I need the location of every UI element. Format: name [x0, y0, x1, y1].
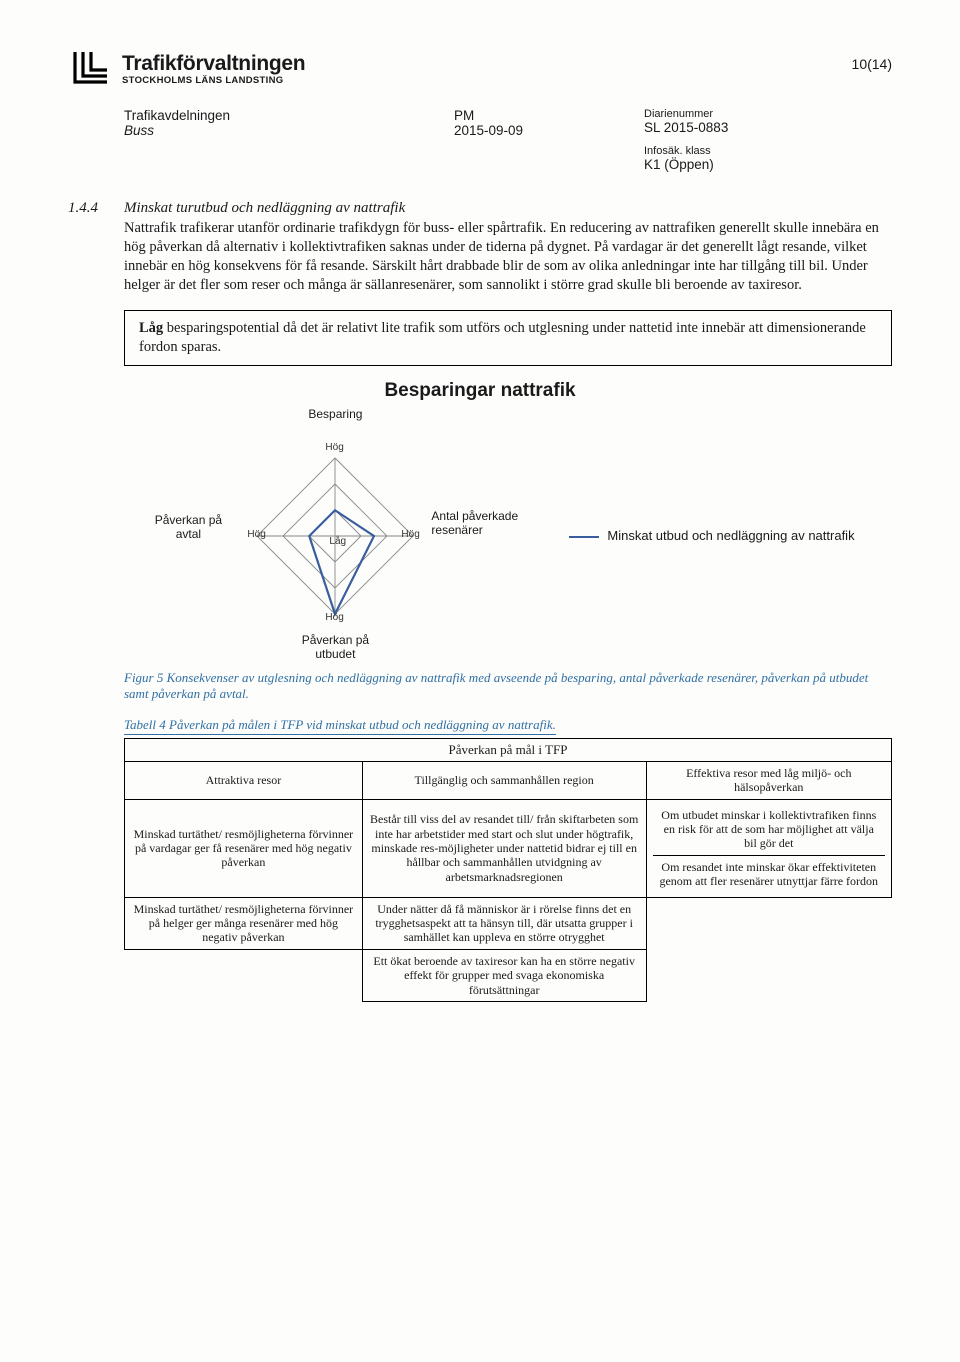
table-caption: Tabell 4 Påverkan på målen i TFP vid min…	[124, 717, 556, 735]
radar-chart: Besparing Antal påverkade resenärer Påve…	[68, 406, 892, 666]
meta-block: Trafikavdelningen Buss PM 2015-09-09 Dia…	[68, 108, 892, 172]
table-cell: Ett ökat beroende av taxiresor kan ha en…	[362, 949, 646, 1001]
table-cell-empty	[646, 949, 891, 1001]
org-logo: Trafikförvaltningen STOCKHOLMS LÄNS LAND…	[68, 48, 305, 90]
legend-line-icon	[569, 536, 599, 538]
page-header: Trafikförvaltningen STOCKHOLMS LÄNS LAND…	[68, 48, 892, 90]
diarie-value: SL 2015-0883	[644, 120, 892, 135]
tfp-table: Påverkan på mål i TFP Attraktiva resor T…	[124, 738, 892, 1002]
dept-name: Trafikavdelningen	[124, 108, 454, 123]
table-cell-empty	[646, 897, 891, 949]
chart-legend: Minskat utbud och nedläggning av nattraf…	[569, 528, 854, 544]
document-page: Trafikförvaltningen STOCKHOLMS LÄNS LAND…	[0, 0, 960, 1362]
table-cell: Består till viss del av resandet till/ f…	[362, 799, 646, 897]
axis-bottom: Påverkan på utbudet	[295, 634, 375, 662]
callout-text: besparingspotential då det är relativt l…	[139, 320, 866, 355]
doc-date: 2015-09-09	[454, 123, 644, 138]
logo-sub-text: STOCKHOLMS LÄNS LANDSTING	[122, 76, 305, 86]
section-number: 1.4.4	[68, 200, 110, 296]
axis-left: Påverkan på avtal	[143, 514, 233, 542]
chart-title: Besparingar nattrafik	[68, 380, 892, 402]
legend-label: Minskat utbud och nedläggning av nattraf…	[607, 528, 854, 544]
table-cell: Om utbudet minskar i kollektivtrafiken f…	[646, 799, 891, 897]
table-cell-empty	[125, 949, 363, 1001]
table-cell: Under nätter då få människor är i rörels…	[362, 897, 646, 949]
tick-hog-right: Hög	[401, 529, 419, 540]
figure-caption: Figur 5 Konsekvenser av utglesning och n…	[124, 670, 892, 703]
tick-hog-top: Hög	[325, 442, 343, 453]
section-title: Minskat turutbud och nedläggning av natt…	[124, 200, 892, 217]
col-hdr-3: Effektiva resor med låg miljö- och hälso…	[646, 761, 891, 799]
section-1-4-4: 1.4.4 Minskat turutbud och nedläggning a…	[68, 200, 892, 296]
section-body: Nattrafik trafikerar utanför ordinarie t…	[124, 219, 892, 296]
tick-lag: Låg	[329, 536, 346, 547]
logo-main-text: Trafikförvaltningen	[122, 53, 305, 74]
table-cell: Minskad turtäthet/ resmöjligheterna förv…	[125, 897, 363, 949]
col-hdr-1: Attraktiva resor	[125, 761, 363, 799]
infosak-label: Infosäk. klass	[644, 145, 892, 157]
doc-type: PM	[454, 108, 644, 123]
table-subcell: Om resandet inte minskar ökar effektivit…	[653, 855, 885, 893]
axis-top: Besparing	[300, 408, 370, 422]
logo-icon	[68, 48, 114, 90]
tick-hog-bottom: Hög	[325, 612, 343, 623]
tick-hog-left: Hög	[247, 529, 265, 540]
page-number: 10(14)	[852, 56, 892, 72]
table-cell: Minskad turtäthet/ resmöjligheterna förv…	[125, 799, 363, 897]
table-title: Påverkan på mål i TFP	[125, 739, 892, 762]
callout-bold: Låg	[139, 320, 163, 336]
callout-box: Låg besparingspotential då det är relati…	[124, 310, 892, 366]
diarie-label: Diarienummer	[644, 108, 892, 120]
col-hdr-2: Tillgänglig och sammanhållen region	[362, 761, 646, 799]
dept-sub: Buss	[124, 123, 454, 138]
infosak-value: K1 (Öppen)	[644, 157, 892, 172]
table-subcell: Om utbudet minskar i kollektivtrafiken f…	[653, 804, 885, 855]
axis-right: Antal påverkade resenärer	[431, 510, 521, 538]
